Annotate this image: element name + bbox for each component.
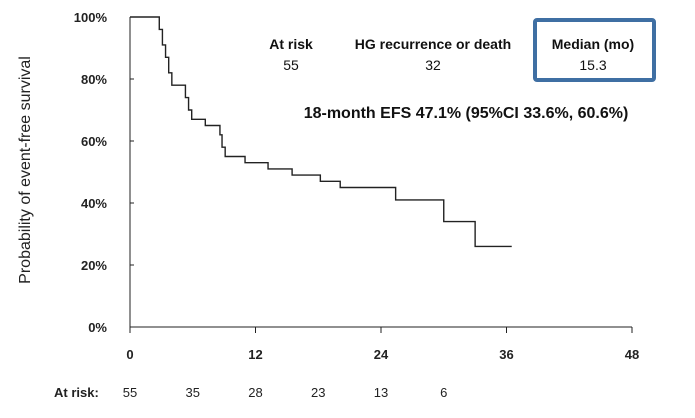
x-tick-label: 24 — [374, 347, 389, 362]
y-tick-label: 40% — [81, 196, 107, 211]
at-risk-row: At risk: 55 35 28 23 13 6 — [54, 385, 447, 400]
stats-header-median: Median (mo) — [552, 36, 634, 52]
x-tick-label: 12 — [248, 347, 262, 362]
survival-curve-line — [130, 16, 512, 248]
y-tick-label: 20% — [81, 258, 107, 273]
x-tick-label: 0 — [126, 347, 133, 362]
at-risk-value: 6 — [440, 385, 447, 400]
at-risk-value: 35 — [186, 385, 200, 400]
at-risk-value: 23 — [311, 385, 325, 400]
x-tick-label: 48 — [625, 347, 639, 362]
at-risk-value: 13 — [374, 385, 388, 400]
stats-header-events: HG recurrence or death — [355, 36, 511, 52]
y-tick-label: 0% — [88, 320, 107, 335]
efs-annotation: 18-month EFS 47.1% (95%CI 33.6%, 60.6%) — [304, 105, 629, 122]
x-tick-label: 36 — [499, 347, 513, 362]
y-tick-label: 80% — [81, 72, 107, 87]
at-risk-value: 55 — [123, 385, 137, 400]
at-risk-value: 28 — [248, 385, 262, 400]
at-risk-label: At risk: — [54, 385, 99, 400]
median-highlight-box — [533, 18, 656, 82]
y-tick-label: 60% — [81, 134, 107, 149]
stats-box: At risk HG recurrence or death Median (m… — [269, 18, 656, 82]
x-ticks: 0 12 24 36 48 — [126, 327, 639, 362]
axes — [129, 17, 632, 328]
stats-header-at-risk: At risk — [269, 36, 313, 52]
stats-value-median: 15.3 — [579, 57, 606, 73]
y-tick-label: 100% — [74, 10, 108, 25]
stats-value-at-risk: 55 — [283, 57, 299, 73]
y-ticks: 0% 20% 40% 60% 80% 100% — [74, 10, 134, 335]
stats-value-events: 32 — [425, 57, 441, 73]
y-axis-label: Probability of event-free survival — [17, 56, 34, 284]
at-risk-values: 55 35 28 23 13 6 — [123, 385, 448, 400]
